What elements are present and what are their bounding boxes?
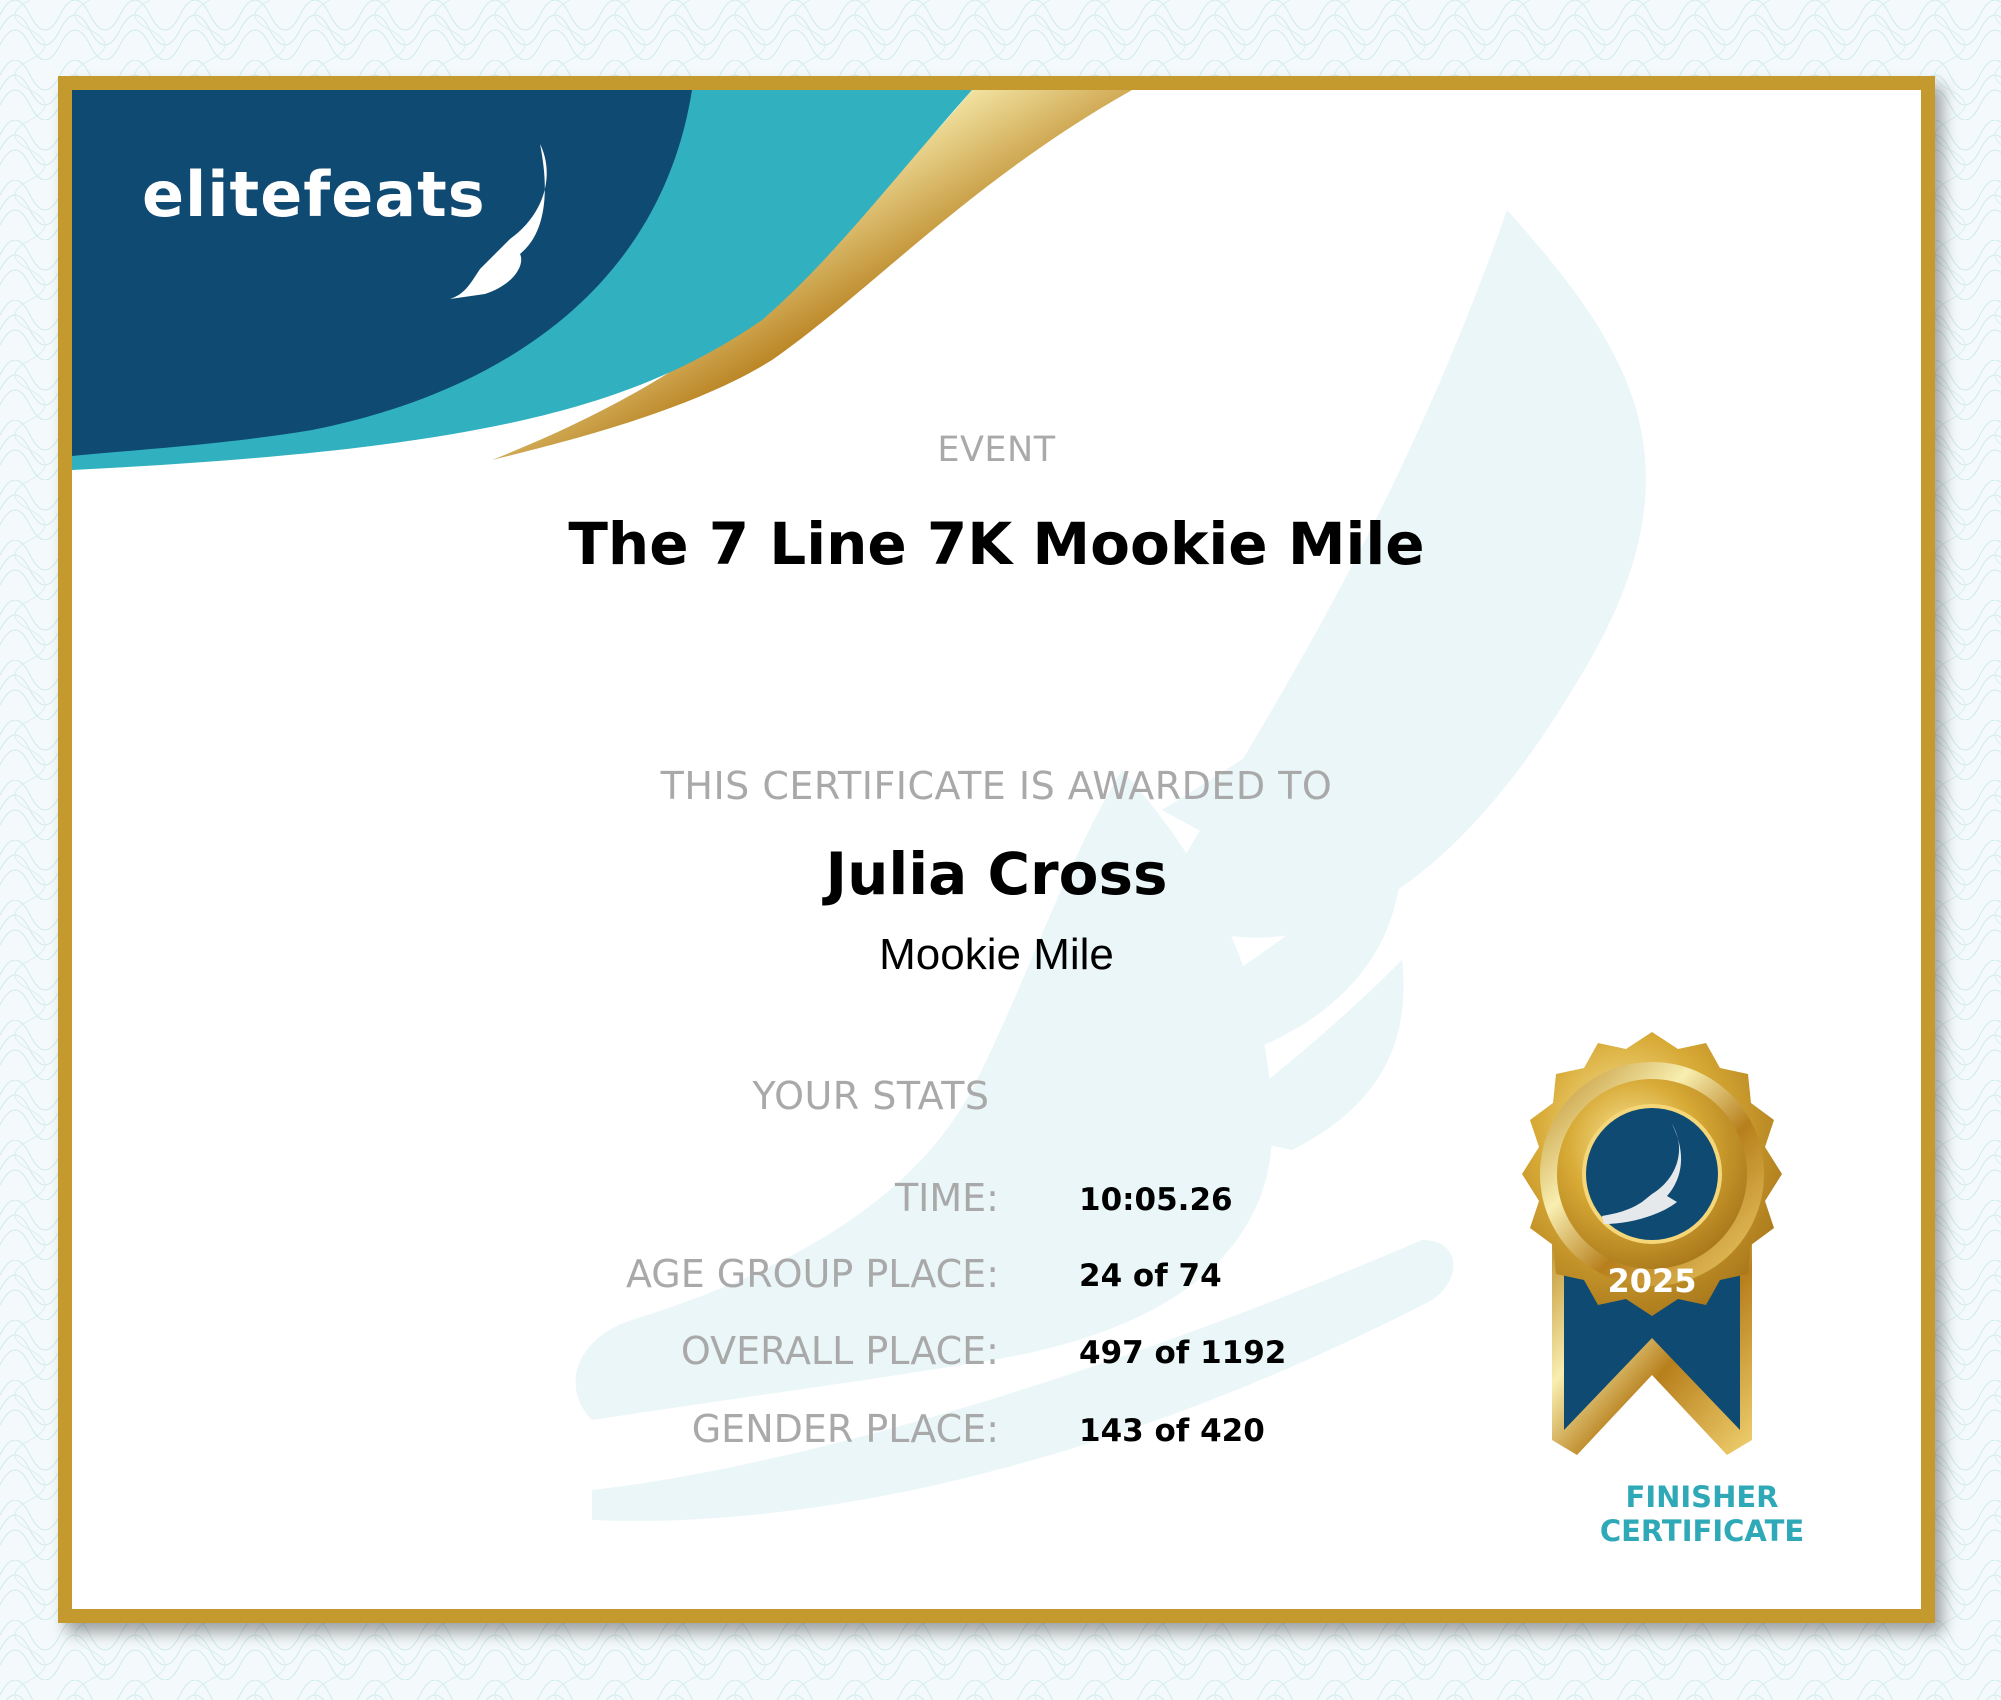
stat-value: 143 of 420: [1079, 1413, 1265, 1449]
certificate-paper: elitefeats EVENT The 7 Line 7K Mookie Mi…: [72, 90, 1921, 1609]
stat-value: 497 of 1192: [1079, 1335, 1287, 1371]
header-banner: [72, 90, 1646, 1521]
race-name: Mookie Mile: [879, 930, 1114, 979]
logo-wing-icon: [450, 144, 547, 299]
winged-shoe-icon: [1602, 1124, 1682, 1224]
stat-key: TIME:: [894, 1176, 999, 1220]
event-name: The 7 Line 7K Mookie Mile: [568, 510, 1425, 578]
badge-year: 2025: [1607, 1262, 1696, 1300]
badge-line2: CERTIFICATE: [1599, 1514, 1805, 1548]
stat-value: 24 of 74: [1079, 1258, 1222, 1294]
stat-row-gender: GENDER PLACE: 143 of 420: [72, 1407, 1921, 1457]
awarded-to-label: THIS CERTIFICATE IS AWARDED TO: [660, 764, 1333, 808]
stat-row-time: TIME: 10:05.26: [72, 1176, 1921, 1226]
stats-label: YOUR STATS: [752, 1074, 990, 1118]
badge-caption: FINISHER CERTIFICATE: [1552, 1480, 1852, 1548]
winged-shoe-watermark-icon: [575, 210, 1646, 1521]
badge-line1: FINISHER: [1625, 1480, 1779, 1514]
stat-key: OVERALL PLACE:: [680, 1329, 999, 1373]
stat-row-age-group: AGE GROUP PLACE: 24 of 74: [72, 1252, 1921, 1302]
recipient-name: Julia Cross: [825, 840, 1168, 908]
stat-key: GENDER PLACE:: [691, 1407, 999, 1451]
finisher-badge: 2025: [1522, 1032, 1782, 1455]
logo: elitefeats: [142, 158, 486, 231]
stat-key: AGE GROUP PLACE:: [625, 1252, 999, 1296]
stat-value: 10:05.26: [1079, 1182, 1233, 1218]
certificate-frame: elitefeats EVENT The 7 Line 7K Mookie Mi…: [58, 76, 1935, 1623]
stat-row-overall: OVERALL PLACE: 497 of 1192: [72, 1329, 1921, 1379]
event-label: EVENT: [937, 430, 1056, 470]
